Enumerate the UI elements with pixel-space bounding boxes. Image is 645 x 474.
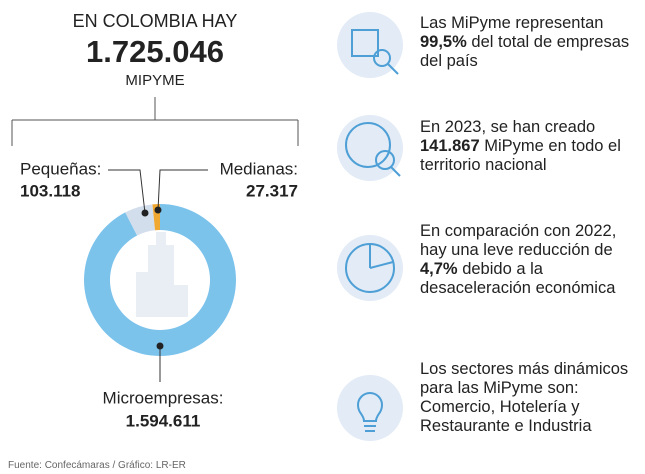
source: Fuente: Confecámaras / Gráfico: LR-ER: [8, 460, 186, 471]
category-label: Microempresas:: [103, 388, 224, 407]
building-icon: [136, 232, 188, 317]
header-subtitle: MIPYME: [125, 72, 184, 89]
leader-lines: [108, 169, 208, 382]
category-label: Medianas:: [220, 159, 298, 178]
fact-text: En 2023, se han creado: [420, 118, 596, 136]
fact-text: En comparación con 2022, hay una leve re…: [420, 222, 617, 259]
fact: Las MiPyme representan 99,5% del total d…: [420, 14, 645, 71]
donut-slice: [83, 204, 237, 356]
fact-text: Las MiPyme representan: [420, 14, 604, 32]
fact-icons: [337, 12, 403, 441]
fact-text: Los sectores más dinámicos para las MiPy…: [420, 360, 629, 435]
bracket: [11, 97, 299, 146]
value-label: 27.317: [246, 181, 298, 200]
fact-text: del total de empresas del país: [420, 33, 630, 70]
fact-text: MiPyme en todo el territorio nacional: [420, 137, 621, 174]
header-total: 1.725.046: [86, 34, 224, 69]
fact: En 2023, se han creado 141.867 MiPyme en…: [420, 118, 645, 175]
fact-highlight: 4,7%: [420, 260, 458, 278]
fact: En comparación con 2022, hay una leve re…: [420, 222, 645, 298]
fact-text: debido a la desaceleración económica: [420, 260, 616, 297]
value-label: 103.118: [20, 181, 81, 200]
fact: Los sectores más dinámicos para las MiPy…: [420, 360, 645, 436]
header-title: EN COLOMBIA HAY: [73, 11, 238, 31]
fact-highlight: 99,5%: [420, 33, 467, 51]
leader-dots: [141, 206, 164, 350]
category-label: Pequeñas:: [20, 159, 101, 178]
icon-glyphs: [345, 29, 401, 432]
value-label: 1.594.611: [126, 411, 201, 430]
fact-highlight: 141.867: [420, 137, 480, 155]
